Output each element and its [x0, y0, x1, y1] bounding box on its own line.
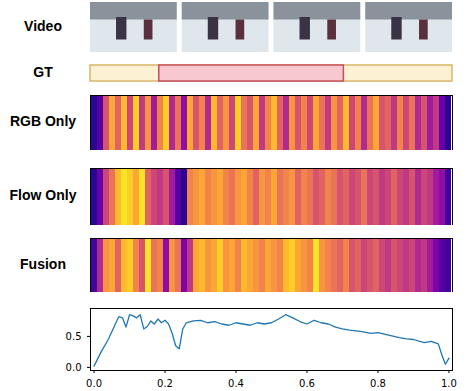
svg-text:0.0: 0.0 [86, 378, 102, 389]
html-text:Video: Video [24, 18, 62, 34]
html-text:GT: GT [33, 64, 53, 80]
svg-text:1.0: 1.0 [441, 378, 457, 389]
svg-text:0.2: 0.2 [157, 378, 173, 389]
html-text:Fusion: Fusion [20, 256, 66, 272]
html-text:RGB Only: RGB Only [9, 113, 77, 129]
svg-text:0.0: 0.0 [66, 362, 82, 373]
svg-text:0.8: 0.8 [370, 378, 386, 389]
svg-text:0.4: 0.4 [228, 378, 244, 389]
svg-text:0.5: 0.5 [66, 331, 82, 342]
html-text:Flow Only: Flow Only [9, 187, 77, 203]
svg-text:0.6: 0.6 [299, 378, 315, 389]
